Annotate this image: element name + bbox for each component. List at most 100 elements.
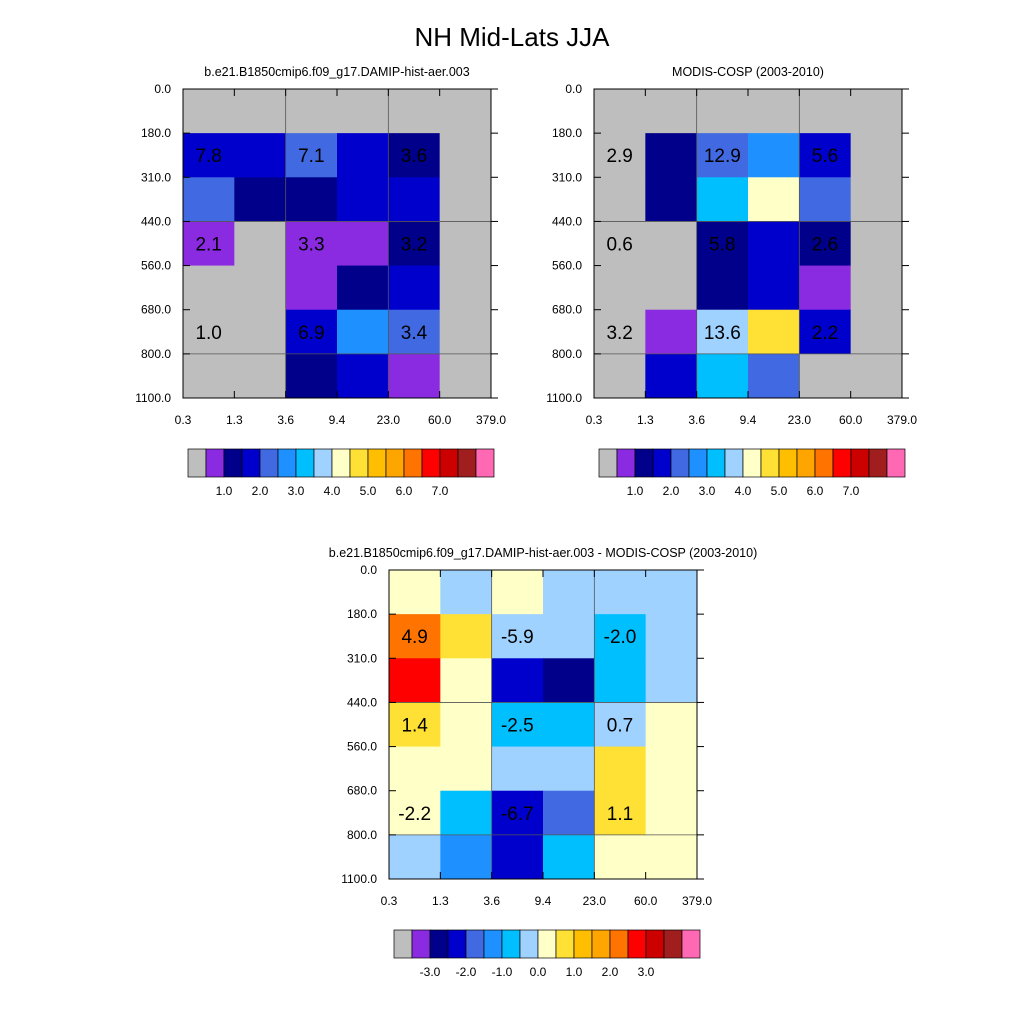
heatmap-cell: [183, 309, 235, 355]
heatmap-cell: [748, 309, 800, 355]
heatmap-cell: [285, 89, 338, 134]
x-tick-label: 0.3: [586, 413, 603, 427]
x-tick-label: 1.3: [637, 413, 654, 427]
heatmap-cell: [696, 309, 749, 355]
heatmap-cell: [440, 834, 493, 880]
y-tick-label: 1100.0: [135, 391, 171, 405]
y-tick-label: 680.0: [141, 303, 171, 317]
colorbar-swatch: [439, 448, 459, 478]
heatmap-cell: [337, 177, 389, 222]
colorbar: -3.0 -2.0 -1.0 0.0 1.0 2.0 3.0: [393, 929, 701, 979]
colorbar-swatch: [573, 929, 593, 959]
heatmap-cell: [440, 702, 493, 748]
y-tick-label: 310.0: [347, 651, 377, 665]
panel-title: b.e21.B1850cmip6.f09_g17.DAMIP-hist-aer.…: [329, 546, 757, 560]
colorbar-label: 3.0: [699, 484, 716, 498]
heatmap-cell: [850, 221, 903, 267]
x-tick-label: 23.0: [583, 894, 607, 908]
y-tick-label: 800.0: [141, 347, 171, 361]
heatmap-cell: [183, 353, 235, 399]
heatmap-cell: [388, 353, 441, 399]
panel-title: b.e21.B1850cmip6.f09_g17.DAMIP-hist-aer.…: [204, 65, 469, 79]
heatmap-cell: [850, 353, 903, 399]
heatmap-cell: [594, 265, 646, 311]
heatmap-cell: [440, 746, 493, 792]
heatmap-cell: [543, 834, 595, 880]
y-tick-label: 1100.0: [546, 391, 582, 405]
y-tick-label: 180.0: [141, 126, 171, 140]
heatmap-cell: [748, 265, 800, 311]
heatmap-cell: [491, 746, 544, 792]
colorbar-swatch: [886, 448, 906, 478]
cell-value-label: 0.7: [607, 716, 633, 737]
heatmap-cell: [645, 133, 698, 178]
cell-value-label: -2.2: [398, 804, 431, 825]
heatmap-cell: [337, 89, 389, 134]
heatmap-cell: [439, 353, 492, 399]
x-tick-label: 379.0: [476, 413, 506, 427]
colorbar-swatch: [429, 929, 449, 959]
colorbar-label: 6.0: [807, 484, 824, 498]
colorbar-label: -2.0: [456, 965, 477, 979]
cell-value-label: 12.9: [704, 146, 741, 167]
colorbar-swatch: [652, 448, 672, 478]
colorbar-swatch: [706, 448, 726, 478]
heatmap-cell: [645, 790, 698, 836]
colorbar-swatch: [537, 929, 557, 959]
heatmap-cell: [850, 265, 903, 311]
cell-value-label: 3.6: [401, 146, 427, 167]
y-tick-label: 0.0: [360, 563, 377, 577]
heatmap-cell: [491, 570, 544, 615]
cell-value-label: 7.8: [195, 146, 221, 167]
cell-value-label: -2.5: [501, 716, 534, 737]
colorbar-swatch: [411, 929, 431, 959]
y-tick-label: 560.0: [552, 259, 582, 273]
heatmap-cell: [594, 353, 646, 399]
colorbar-swatch: [385, 448, 405, 478]
heatmap-cell: [543, 570, 595, 615]
heatmap-cell: [183, 265, 235, 311]
heatmap-cell: [594, 834, 647, 880]
heatmap-cell: [799, 309, 852, 355]
y-tick-label: 180.0: [552, 126, 582, 140]
y-tick-label: 180.0: [347, 607, 377, 621]
heatmap-panel-2: MODIS-COSP (2003-2010) 0.3 1.3 3.6 9.4 23.0 60…: [546, 65, 917, 498]
cell-value-label: 2.6: [812, 235, 838, 256]
heatmap-cell: [440, 570, 493, 615]
colorbar-label: 6.0: [396, 484, 413, 498]
heatmap-cell: [285, 177, 338, 222]
colorbar-label: 1.0: [216, 484, 233, 498]
colorbar-label: 3.0: [288, 484, 305, 498]
heatmap-cell: [337, 221, 389, 267]
heatmap-cell: [234, 133, 287, 178]
y-tick-label: 560.0: [347, 740, 377, 754]
heatmap-cell: [285, 133, 338, 178]
cell-value-label: 3.3: [298, 235, 324, 256]
colorbar-swatch: [349, 448, 369, 478]
colorbar-label: 5.0: [771, 484, 788, 498]
cell-value-label: 2.9: [606, 146, 632, 167]
cell-value-label: 5.6: [812, 146, 838, 167]
heatmap-cell: [388, 221, 441, 267]
heatmap-cell: [799, 221, 852, 267]
colorbar-swatch: [393, 929, 413, 959]
heatmap-cell: [594, 702, 647, 748]
heatmap-cell: [696, 133, 749, 178]
x-tick-label: 3.6: [277, 413, 294, 427]
heatmap-cell: [337, 133, 389, 178]
heatmap-cell: [799, 89, 852, 134]
heatmap-panel-1: b.e21.B1850cmip6.f09_g17.DAMIP-hist-aer.…: [135, 65, 506, 498]
colorbar-swatch: [187, 448, 207, 478]
heatmap-cell: [850, 89, 903, 134]
heatmap-cell: [440, 614, 493, 659]
colorbar-swatch: [796, 448, 816, 478]
heatmap-cell: [594, 570, 647, 615]
x-tick-label: 23.0: [788, 413, 812, 427]
colorbar-swatch: [403, 448, 423, 478]
heatmap-cell: [748, 221, 800, 267]
heatmap-cell: [388, 309, 441, 355]
heatmap-cell: [285, 309, 338, 355]
heatmap-cell: [439, 309, 492, 355]
cell-value-label: 3.2: [401, 235, 427, 256]
colorbar-swatch: [447, 929, 467, 959]
